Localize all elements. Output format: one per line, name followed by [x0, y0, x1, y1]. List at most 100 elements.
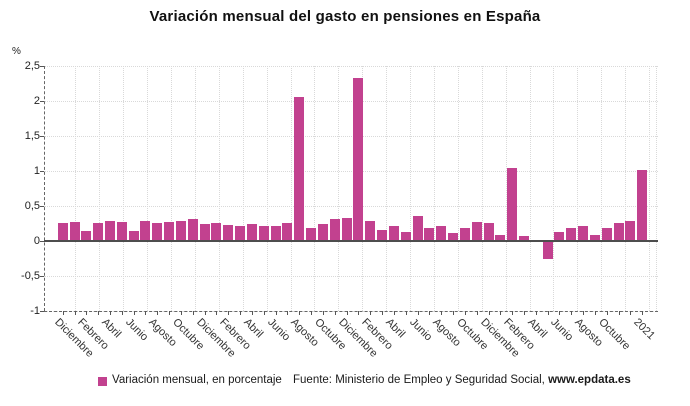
- bar: [601, 228, 612, 241]
- bar: [152, 223, 163, 241]
- vertical-gridline: [577, 65, 579, 312]
- horizontal-gridline: [44, 205, 658, 207]
- x-axis-tick-label: Junio: [548, 316, 576, 344]
- y-axis-unit-label: %: [12, 46, 21, 57]
- vertical-gridline: [410, 65, 411, 312]
- bar: [81, 231, 92, 241]
- y-axis-tick-mark: [40, 241, 44, 242]
- bar: [282, 222, 293, 241]
- x-axis-tick-mark: [346, 311, 348, 316]
- vertical-gridline: [529, 65, 531, 312]
- x-axis-tick-mark: [441, 311, 443, 316]
- x-axis-tick-mark: [500, 311, 502, 316]
- x-axis-tick-mark: [216, 311, 218, 316]
- bar: [69, 222, 80, 241]
- vertical-gridline: [433, 65, 435, 312]
- bar: [341, 217, 352, 241]
- bar: [317, 224, 328, 241]
- y-axis-tick-label: 2,5: [24, 59, 40, 72]
- y-axis-tick-label: -0,5: [21, 270, 40, 283]
- bar: [542, 241, 553, 259]
- y-axis-tick-mark: [40, 170, 44, 172]
- y-axis-tick-label: 0: [33, 235, 40, 247]
- y-axis-tick-mark: [40, 65, 44, 67]
- bar: [483, 223, 494, 241]
- bar: [187, 218, 198, 241]
- zero-baseline: [44, 240, 658, 242]
- y-axis-tick-mark: [40, 100, 44, 102]
- x-axis-tick-mark: [145, 311, 147, 316]
- bar: [258, 226, 269, 241]
- source-note: Fuente: Ministerio de Empleo y Seguridad…: [293, 374, 631, 386]
- x-axis-tick-mark: [606, 311, 608, 316]
- vertical-gridline: [266, 65, 268, 312]
- vertical-gridline: [290, 65, 292, 312]
- legend-swatch: [98, 377, 107, 386]
- bar: [140, 221, 151, 241]
- horizontal-gridline: [44, 170, 658, 172]
- vertical-gridline: [601, 65, 603, 312]
- x-axis-tick-mark: [334, 311, 336, 316]
- x-axis-tick-mark: [535, 311, 537, 316]
- bar: [164, 222, 175, 241]
- x-axis-tick-mark: [192, 311, 194, 316]
- vertical-gridline: [314, 65, 316, 312]
- x-axis-tick-mark: [110, 311, 111, 316]
- x-axis-tick-mark: [62, 311, 64, 316]
- bar: [175, 221, 186, 241]
- x-axis-tick-mark: [322, 311, 324, 316]
- y-axis-tick-label: 2: [33, 94, 40, 107]
- x-axis-tick-mark: [464, 311, 466, 316]
- bar: [270, 225, 281, 241]
- vertical-gridline: [75, 65, 77, 312]
- x-axis-tick-label: Octubre: [596, 316, 633, 353]
- bar: [518, 236, 529, 241]
- bar: [589, 235, 600, 241]
- x-axis-tick-label: Junio: [406, 316, 434, 344]
- x-axis-tick-mark: [251, 311, 253, 316]
- x-axis-tick-mark: [429, 311, 431, 316]
- x-axis-tick-mark: [311, 311, 313, 316]
- x-axis-tick-mark: [547, 311, 549, 316]
- vertical-gridline: [147, 65, 149, 312]
- bar: [400, 231, 411, 241]
- bar: [578, 226, 589, 241]
- bar: [329, 218, 340, 241]
- bar: [199, 224, 210, 241]
- x-axis-tick-mark: [405, 311, 407, 316]
- vertical-gridline: [242, 65, 244, 312]
- y-axis-tick-mark: [40, 276, 44, 278]
- vertical-gridline: [481, 65, 483, 312]
- x-axis-line: [44, 311, 658, 313]
- bar: [471, 222, 482, 241]
- bar: [566, 227, 577, 241]
- x-axis-tick-mark: [74, 311, 76, 316]
- bar: [495, 234, 506, 241]
- x-axis-tick-mark: [512, 311, 514, 316]
- x-axis-tick-mark: [453, 311, 455, 316]
- x-axis-tick-label: 2021: [631, 316, 658, 343]
- bar: [507, 168, 518, 241]
- bar: [412, 216, 423, 241]
- x-axis-tick-mark: [488, 311, 490, 316]
- bar: [235, 226, 246, 241]
- bar: [424, 227, 435, 241]
- x-axis-tick-mark: [86, 311, 88, 316]
- horizontal-gridline: [44, 65, 658, 67]
- x-axis-tick-mark: [559, 311, 561, 316]
- bar: [377, 230, 388, 241]
- y-axis-tick-label: 1,5: [24, 129, 40, 142]
- x-axis-tick-mark: [370, 311, 372, 316]
- x-axis-tick-mark: [204, 311, 206, 316]
- vertical-gridline: [194, 65, 196, 312]
- x-axis-tick-mark: [382, 311, 384, 316]
- chart-title: Variación mensual del gasto en pensiones…: [149, 8, 541, 25]
- horizontal-gridline: [44, 276, 658, 278]
- bar: [625, 220, 636, 241]
- x-axis-tick-mark: [98, 311, 100, 316]
- y-axis-tick-mark: [40, 205, 44, 207]
- bar: [211, 222, 222, 241]
- legend-label: Variación mensual, en porcentaje: [112, 374, 282, 386]
- vertical-gridline: [649, 65, 650, 312]
- x-axis-tick-mark: [133, 311, 135, 316]
